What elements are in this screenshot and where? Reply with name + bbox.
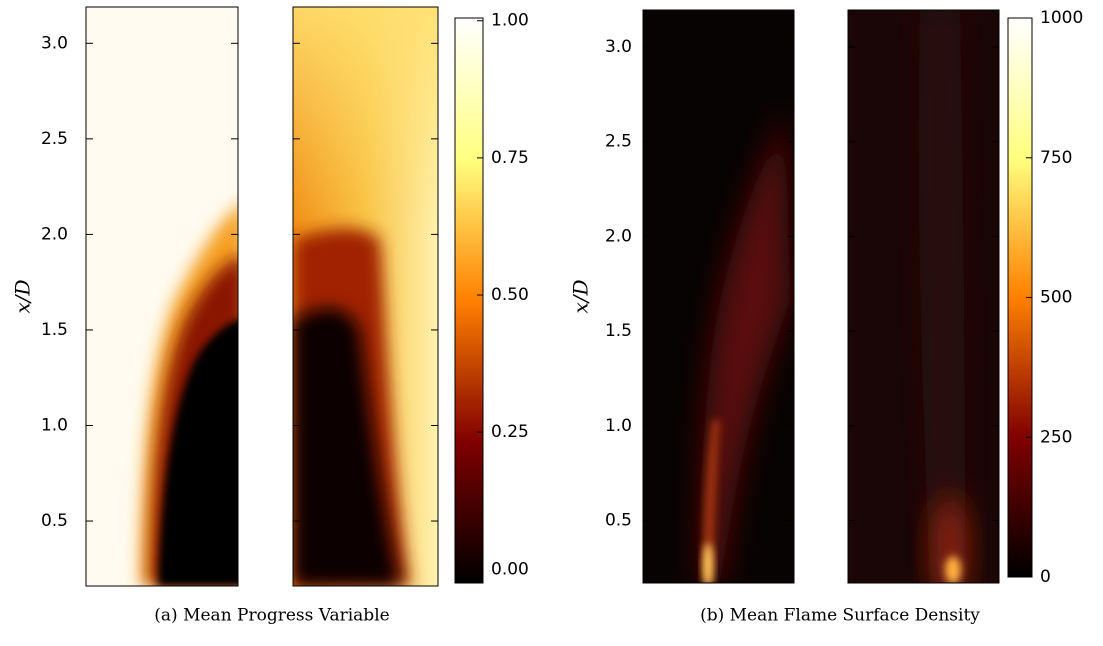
y-axis-label: x/D — [11, 279, 35, 313]
field — [848, 10, 999, 583]
colorbar-tick-label: 0.25 — [491, 422, 529, 442]
colorbar-tick-label: 0.75 — [491, 148, 529, 168]
colorbar-tick-label: 0 — [1040, 567, 1051, 587]
y-tick-label: 1.5 — [605, 321, 632, 341]
plot-frame — [642, 9, 795, 584]
field — [293, 7, 438, 586]
colorbar-tick-label: 750 — [1040, 148, 1072, 168]
y-tick-label: 0.5 — [41, 511, 68, 531]
y-tick-label: 2.5 — [605, 132, 632, 152]
plot-frame — [292, 6, 439, 587]
y-tick-label: 1.0 — [41, 415, 68, 435]
y-axis-label: x/D — [569, 279, 593, 313]
y-tick-label: 1.5 — [41, 320, 68, 340]
caption: (a) Mean Progress Variable — [154, 606, 389, 626]
colorbar-tick-label: 1000 — [1040, 8, 1083, 28]
field — [86, 7, 238, 586]
colorbar-tick-label: 500 — [1040, 288, 1072, 308]
colorbar-tick-label: 250 — [1040, 427, 1072, 447]
y-tick-label: 2.0 — [41, 224, 68, 244]
field — [643, 10, 794, 583]
colorbar-tick-label: 1.00 — [491, 11, 529, 31]
colorbar-tick-label: 0.00 — [491, 559, 529, 579]
colorbar-tick-label: 0.50 — [491, 285, 529, 305]
plot-frame — [847, 9, 1000, 584]
y-tick-label: 3.0 — [605, 37, 632, 57]
plot-frame — [85, 6, 239, 587]
y-tick-label: 2.0 — [605, 226, 632, 246]
colorbar — [454, 17, 484, 584]
y-tick-label: 2.5 — [41, 129, 68, 149]
y-tick-label: 1.0 — [605, 416, 632, 436]
y-tick-label: 0.5 — [605, 510, 632, 530]
caption: (b) Mean Flame Surface Density — [700, 606, 980, 626]
y-tick-label: 3.0 — [41, 33, 68, 53]
